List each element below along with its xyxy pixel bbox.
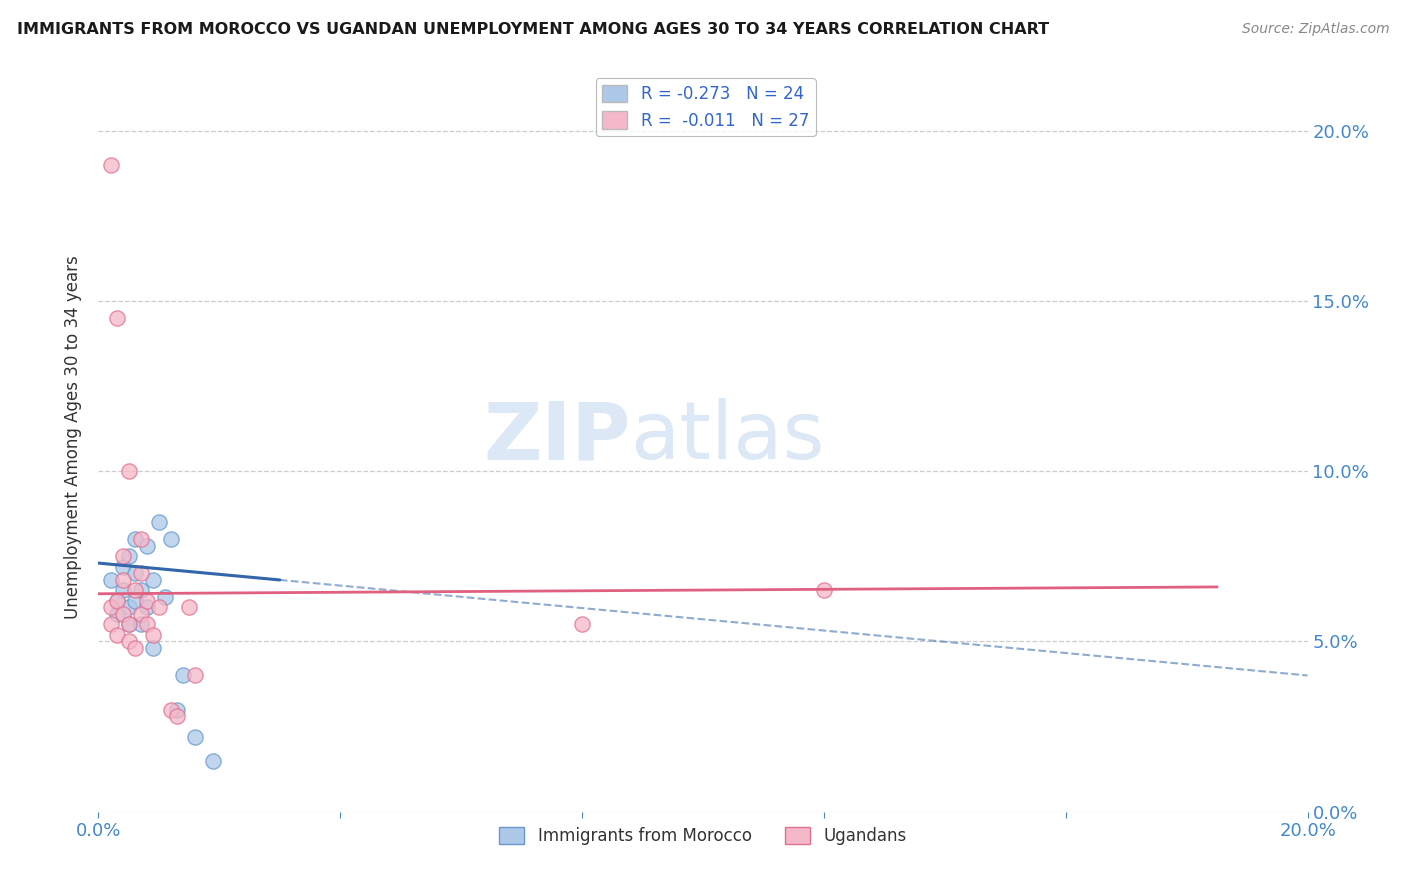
Point (166, 702, 188, 716)
Point (129, 617, 152, 632)
Point (124, 641, 146, 656)
Point (118, 600, 141, 615)
Text: atlas: atlas (630, 398, 825, 476)
Point (142, 573, 165, 587)
Point (142, 641, 165, 656)
Point (135, 600, 157, 615)
Point (160, 702, 183, 716)
Point (202, 754, 225, 768)
Point (105, 607, 128, 622)
Point (571, 617, 593, 632)
Point (135, 617, 157, 632)
Point (100, 573, 122, 587)
Text: Source: ZipAtlas.com: Source: ZipAtlas.com (1241, 22, 1389, 37)
Point (118, 617, 141, 632)
Point (111, 573, 134, 587)
Point (148, 515, 170, 529)
Point (100, 600, 122, 615)
Point (142, 627, 165, 641)
Point (118, 464, 141, 478)
Point (105, 627, 128, 641)
Point (105, 593, 128, 607)
Point (124, 533, 146, 547)
Text: ZIP: ZIP (484, 398, 630, 476)
Point (118, 617, 141, 632)
Legend: Immigrants from Morocco, Ugandans: Immigrants from Morocco, Ugandans (492, 821, 914, 852)
Point (135, 593, 157, 607)
Point (129, 533, 152, 547)
Point (118, 634, 141, 648)
Text: IMMIGRANTS FROM MOROCCO VS UGANDAN UNEMPLOYMENT AMONG AGES 30 TO 34 YEARS CORREL: IMMIGRANTS FROM MOROCCO VS UGANDAN UNEMP… (17, 22, 1049, 37)
Point (118, 549, 141, 564)
Point (148, 600, 170, 615)
Point (129, 583, 152, 598)
Point (105, 593, 128, 607)
Point (124, 593, 146, 607)
Point (124, 583, 146, 598)
Point (100, 158, 122, 172)
Point (111, 559, 134, 574)
Y-axis label: Unemployment Among Ages 30 to 34 years: Unemployment Among Ages 30 to 34 years (65, 255, 83, 619)
Point (111, 607, 134, 622)
Point (129, 566, 152, 581)
Point (166, 709, 188, 723)
Point (184, 730, 207, 744)
Point (172, 668, 194, 682)
Point (153, 590, 176, 604)
Point (105, 310, 128, 325)
Point (813, 583, 835, 598)
Point (129, 607, 152, 622)
Point (179, 600, 201, 615)
Point (111, 583, 134, 598)
Point (124, 566, 146, 581)
Point (100, 617, 122, 632)
Point (135, 539, 157, 553)
Point (111, 549, 134, 564)
Point (184, 668, 207, 682)
Point (160, 533, 183, 547)
